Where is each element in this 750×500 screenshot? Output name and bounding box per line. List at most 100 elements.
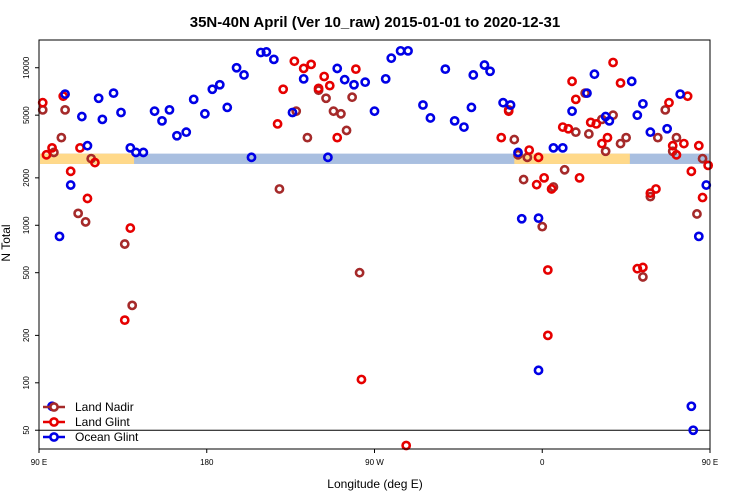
point-ocean-glint-41 [418,100,428,110]
point-land-glint-39 [602,132,613,143]
point-land-nadir-38 [660,104,671,115]
band-land-1 [514,153,630,164]
point-ocean-glint-3 [65,180,76,190]
point-land-nadir-17 [347,92,358,103]
x-tick-label-2: 90 W [365,458,384,467]
legend-label-1: Land Glint [75,415,130,429]
y-axis-label: N Total [0,224,13,261]
point-ocean-glint-38 [386,53,397,64]
point-land-glint-21 [401,440,412,451]
point-land-nadir-18 [354,267,365,278]
chart-title: 35N-40N April (Ver 10_raw) 2015-01-01 to… [190,14,560,31]
point-land-glint-38 [596,138,607,149]
point-land-glint-20 [356,374,367,385]
point-land-glint-4 [65,166,76,177]
point-land-nadir-24 [537,221,548,232]
point-land-glint-25 [531,179,542,190]
point-land-nadir-22 [518,174,529,185]
x-axis-ticks: 90 E 180 90 W 0 90 E [31,449,718,467]
point-land-glint-15 [313,83,324,94]
series-land-glint [37,56,714,451]
point-ocean-glint-50 [498,97,509,108]
point-land-nadir-41 [692,209,702,219]
point-ocean-glint-25 [246,152,257,163]
point-ocean-glint-48 [479,60,490,70]
point-ocean-glint-40 [403,45,413,56]
point-ocean-glint-65 [638,98,648,109]
point-ocean-glint-14 [157,115,167,126]
point-ocean-glint-16 [172,130,182,141]
y-tick-label-1: 100 [22,376,31,390]
point-ocean-glint-47 [468,70,479,80]
point-ocean-glint-62 [604,115,615,126]
point-ocean-glint-46 [466,102,477,113]
point-land-glint-19 [350,64,361,75]
y-tick-label-4: 1000 [22,216,31,234]
y-tick-label-2: 200 [22,328,31,342]
point-land-glint-47 [667,140,678,151]
legend-marker-0 [49,402,59,412]
point-ocean-glint-21 [214,79,225,90]
point-land-nadir-37 [652,132,663,143]
point-land-glint-14 [306,59,317,70]
point-ocean-glint-44 [449,115,460,126]
point-ocean-glint-10 [125,142,136,153]
point-land-glint-27 [539,172,550,183]
point-land-glint-35 [574,172,585,183]
point-land-nadir-20 [509,134,520,145]
point-ocean-glint-58 [567,106,577,117]
x-tick-label-1: 180 [200,458,214,467]
point-ocean-glint-43 [440,64,451,75]
point-ocean-glint-51 [505,100,516,110]
point-land-nadir-11 [302,132,313,143]
point-land-glint-29 [542,330,553,341]
data-points [37,45,714,451]
legend-label-0: Land Nadir [75,400,134,414]
point-land-nadir-8 [127,300,138,311]
point-land-glint-16 [319,71,330,82]
x-tick-label-0: 90 E [31,458,47,467]
point-ocean-glint-13 [149,106,160,117]
point-land-glint-42 [632,263,643,274]
point-land-nadir-33 [615,138,626,149]
point-land-glint-43 [638,262,648,273]
point-land-glint-17 [324,80,335,91]
point-ocean-glint-49 [485,66,495,77]
point-ocean-glint-56 [548,142,559,153]
point-land-glint-2 [47,142,57,153]
point-land-glint-41 [615,78,626,88]
legend-marker-1 [49,417,59,427]
point-land-glint-33 [567,76,577,87]
point-land-nadir-5 [80,217,91,227]
point-land-glint-32 [563,123,574,134]
x-tick-label-3: 0 [540,458,545,467]
point-ocean-glint-11 [131,147,141,158]
point-land-glint-52 [693,140,704,151]
y-tick-label-0: 50 [22,425,31,434]
point-ocean-glint-37 [380,73,391,84]
point-land-nadir-4 [73,208,84,219]
point-land-glint-40 [608,57,618,68]
point-ocean-glint-66 [645,127,656,138]
point-land-glint-50 [682,91,693,102]
point-ocean-glint-35 [360,77,371,88]
band-ocean [40,153,709,164]
point-ocean-glint-33 [339,74,350,85]
point-land-glint-12 [289,56,300,67]
point-ocean-glint-19 [199,108,210,119]
point-ocean-glint-7 [97,114,108,125]
x-tick-label-4: 90 E [702,458,718,467]
point-ocean-glint-72 [701,180,712,190]
point-ocean-glint-26 [255,47,266,58]
point-land-glint-51 [686,166,697,177]
point-land-glint-18 [332,132,343,143]
point-land-nadir-36 [645,191,656,202]
point-ocean-glint-24 [239,70,249,80]
y-tick-label-7: 10000 [22,56,31,79]
y-tick-label-3: 500 [22,265,31,279]
point-land-nadir-26 [559,164,570,175]
point-land-glint-37 [591,119,602,129]
point-ocean-glint-63 [626,76,637,87]
point-ocean-glint-70 [688,425,699,436]
